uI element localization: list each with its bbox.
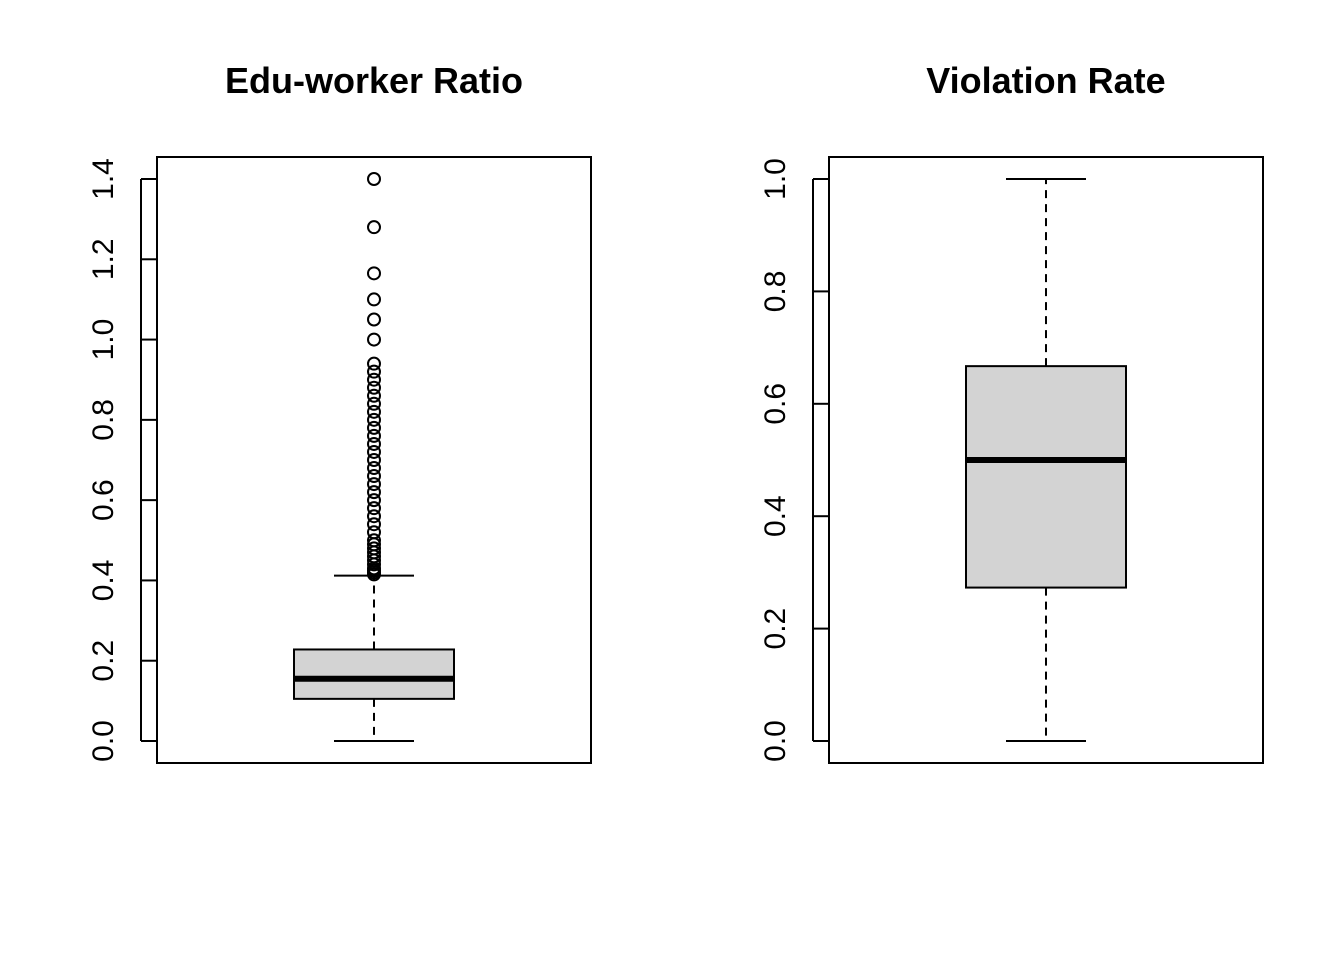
outlier-point [367,477,381,492]
y-tick-label: 0.8 [87,399,120,441]
outlier-point [367,428,381,443]
iqr-box [293,648,455,700]
outlier-point [367,388,381,403]
outlier-point [367,266,381,281]
outlier-point [367,332,381,347]
outlier-point [367,364,381,379]
boxplot-panel-edu-worker-ratio: Edu-worker Ratio 0.0 0.2 0.4 0.6 0.8 1.0 1.2 1.… [87,60,592,764]
outlier-point [367,312,381,327]
outlier-point [367,469,381,484]
chart-title: Edu-worker Ratio [225,60,523,101]
outlier-point [367,453,381,467]
outlier-point [367,436,381,451]
y-tick-label: 1.4 [87,158,120,200]
outlier-point [367,404,381,419]
outlier-point [367,533,381,548]
outlier-point [367,396,381,411]
outlier-point [367,412,381,427]
outlier-point [367,172,381,186]
outlier-point [367,292,381,307]
outlier-point [367,541,381,556]
y-tick-label: 0.0 [759,720,792,762]
outlier-point [367,493,381,508]
y-tick-label: 0.6 [759,383,792,425]
outlier-point [367,509,381,524]
outlier-point [367,380,381,395]
y-tick-label: 0.2 [759,608,792,650]
y-tick-label: 0.4 [759,495,792,537]
plot-frame [156,156,592,764]
plot-frame [828,156,1264,764]
y-tick-label: 0.0 [87,720,120,762]
y-tick-label: 0.6 [87,479,120,521]
iqr-box [965,365,1127,589]
outlier-point [367,501,381,516]
y-tick-label: 1.0 [87,319,120,361]
outlier-point [367,525,381,540]
y-tick-label: 0.4 [87,560,120,602]
outlier-point [367,372,381,387]
y-tick-label: 1.0 [759,158,792,200]
outlier-point [367,420,381,435]
y-tick-label: 0.2 [87,640,120,682]
outlier-point [367,444,381,459]
outlier-point [367,220,381,235]
outlier-point [367,485,381,500]
y-tick-label: 0.8 [759,271,792,313]
outlier-point [367,356,381,371]
outlier-point [367,517,381,532]
chart-title: Violation Rate [926,60,1165,101]
boxplot-panel-violation-rate: Violation Rate 0.0 0.2 0.4 0.6 0.8 1.0 [759,60,1264,764]
y-tick-label: 1.2 [87,238,120,280]
outlier-point [367,461,381,476]
